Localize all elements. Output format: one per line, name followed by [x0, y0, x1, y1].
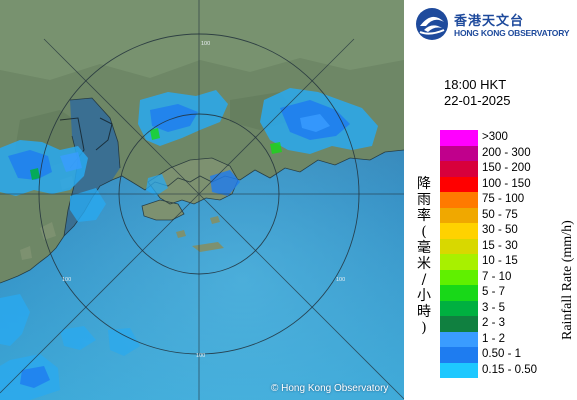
legend-row: 75 - 100	[440, 192, 575, 208]
legend-row: 30 - 50	[440, 223, 575, 239]
copyright-notice: © Hong Kong Observatory	[271, 383, 389, 394]
legend-range-label: 7 - 10	[482, 270, 512, 283]
legend-row: 0.15 - 0.50	[440, 362, 575, 378]
legend-range-label: 75 - 100	[482, 193, 525, 205]
range-label-right: 100	[336, 277, 345, 283]
legend-row: >300	[440, 130, 575, 146]
legend-range-label: 0.15 - 0.50	[482, 363, 537, 376]
legend-row: 200 - 300	[440, 145, 575, 161]
legend-range-label: 5 - 7	[482, 286, 506, 298]
legend-swatch	[440, 316, 478, 332]
legend-swatch	[440, 145, 478, 161]
legend-range-label: 15 - 30	[482, 239, 518, 252]
mainland-china	[0, 0, 404, 283]
legend-row: 15 - 30	[440, 238, 575, 254]
legend-range-label: 30 - 50	[482, 224, 518, 236]
observation-time: 18:00 HKT	[444, 77, 507, 92]
legend-range-label: 10 - 15	[482, 255, 518, 267]
rainfall-rate-legend: >300 200 - 300 150 - 200 100 - 150 75 - 100 5…	[440, 130, 575, 378]
logo-name-en: HONG KONG OBSERVATORY	[454, 28, 570, 38]
legend-range-label: 100 - 150	[482, 177, 531, 190]
legend-swatch	[440, 176, 478, 192]
legend-swatch	[440, 285, 478, 301]
legend-row: 100 - 150	[440, 176, 575, 192]
legend-swatch	[440, 207, 478, 223]
hko-logo-icon	[416, 8, 448, 40]
legend-row: 7 - 10	[440, 269, 575, 285]
legend-range-label: 3 - 5	[482, 301, 506, 314]
legend-row: 3 - 5	[440, 300, 575, 316]
legend-range-label: 1 - 2	[482, 332, 506, 345]
legend-swatch	[440, 331, 478, 347]
legend-range-label: 200 - 300	[482, 146, 531, 159]
legend-swatch	[440, 347, 478, 363]
radar-map[interactable]: 100 100 100 100 © Hong Kong Observatory	[0, 0, 404, 400]
legend-row: 50 - 75	[440, 207, 575, 223]
legend-swatch	[440, 223, 478, 239]
legend-row: 0.50 - 1	[440, 347, 575, 363]
range-spokes	[0, 0, 404, 400]
range-label-top: 100	[201, 41, 210, 47]
legend-unit-zh: 降雨率(毫米 / 小時)	[417, 176, 431, 336]
radar-map-canvas: 100 100 100 100	[0, 0, 404, 400]
legend-range-label: 50 - 75	[482, 208, 518, 221]
legend-unit-en: Rainfall Rate (mm/h)	[560, 220, 575, 340]
legend-row: 2 - 3	[440, 316, 575, 332]
lantau-island	[142, 200, 184, 220]
legend-swatch	[440, 238, 478, 254]
legend-range-label: >300	[482, 131, 508, 143]
legend-swatch	[440, 300, 478, 316]
legend-swatch	[440, 269, 478, 285]
legend-row: 5 - 7	[440, 285, 575, 301]
legend-row: 1 - 2	[440, 331, 575, 347]
legend-swatch	[440, 192, 478, 208]
legend-row: 150 - 200	[440, 161, 575, 177]
range-label-bottom: 100	[196, 353, 205, 359]
legend-swatch	[440, 130, 478, 146]
hko-logo[interactable]: 香港天文台 HONG KONG OBSERVATORY	[414, 6, 574, 42]
legend-row: 10 - 15	[440, 254, 575, 270]
range-label-left: 100	[62, 277, 71, 283]
legend-swatch	[440, 161, 478, 177]
legend-range-label: 2 - 3	[482, 317, 506, 329]
legend-panel: 香港天文台 HONG KONG OBSERVATORY 18:00 HKT 22…	[404, 0, 577, 400]
logo-name-zh: 香港天文台	[454, 14, 525, 29]
legend-range-label: 150 - 200	[482, 162, 531, 174]
legend-swatch	[440, 362, 478, 378]
legend-range-label: 0.50 - 1	[482, 348, 521, 360]
observation-date: 22-01-2025	[444, 93, 511, 108]
legend-swatch	[440, 254, 478, 270]
